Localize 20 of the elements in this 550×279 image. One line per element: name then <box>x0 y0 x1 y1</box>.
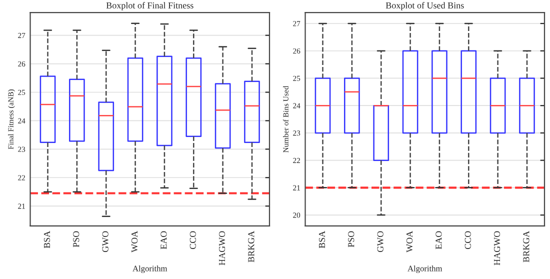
x-tick-label: CCO <box>190 231 196 250</box>
x-tick-label: PSO <box>348 231 354 248</box>
x-tick-label: WOA <box>131 230 138 252</box>
x-tick-label: HAGWO <box>219 231 226 266</box>
x-tick-label: BSA <box>318 230 326 248</box>
x-tick-label: BSA <box>44 230 50 248</box>
x-tick-label: GWO <box>102 231 108 252</box>
x-tick-label: BRKGA <box>523 230 530 262</box>
x-tick-label: CCO <box>464 231 471 250</box>
chart-title: Boxplot of Final Fitness <box>106 2 194 10</box>
x-tick-label: PSO <box>73 231 80 248</box>
x-axis-title: Algorithm <box>132 265 168 274</box>
x-tick-label: EAO <box>436 231 442 250</box>
x-axis-title: Algorithm <box>408 265 442 274</box>
x-tick-label: HAGWO <box>494 231 500 266</box>
chart-title: Boxplot of Used Bins <box>386 2 464 10</box>
x-tick-label: WOA <box>406 230 413 252</box>
x-tick-label: GWO <box>377 231 384 252</box>
x-tick-label: EAO <box>160 231 167 250</box>
x-tick-label: BRKGA <box>248 230 254 262</box>
